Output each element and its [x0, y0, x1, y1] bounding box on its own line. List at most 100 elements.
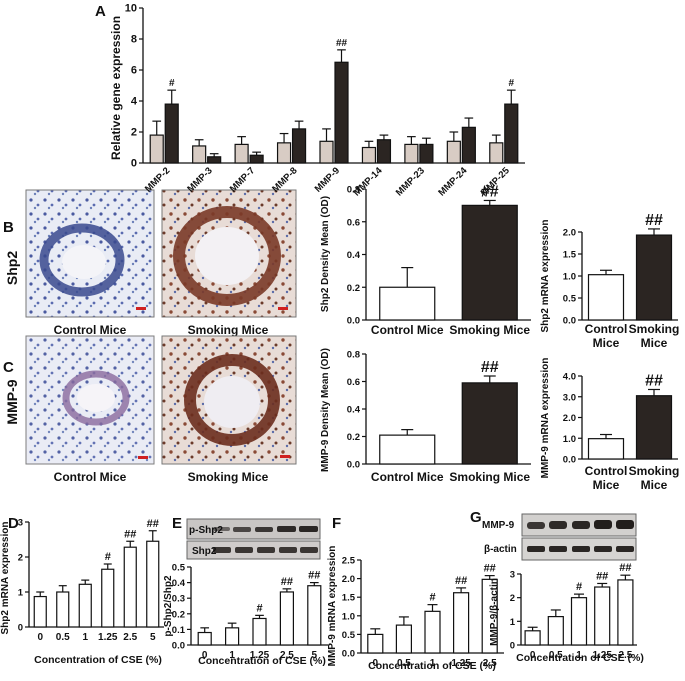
x-tick-label: 1.25 — [451, 658, 471, 669]
significance-label: # — [508, 78, 514, 89]
bar-smoking — [249, 154, 264, 164]
x-tick-label: Control Mice — [371, 470, 444, 484]
caption-smoking-mice-c: Smoking Mice — [188, 470, 269, 484]
x-axis-title: Concentration of CSE (%) — [368, 660, 496, 672]
bar — [395, 624, 412, 654]
y-tick-label: 2.5 — [342, 556, 356, 567]
bar — [33, 595, 47, 628]
y-axis-title: MMP-9 mRNA expression — [327, 546, 338, 667]
bar — [570, 597, 588, 646]
y-tick-label: 0 — [18, 623, 23, 634]
bar — [367, 633, 384, 654]
bar — [587, 274, 625, 321]
x-tick-label: 0 — [373, 658, 379, 669]
caption-smoking-mice-b: Smoking Mice — [188, 323, 269, 337]
x-tick-label: 0 — [37, 632, 43, 643]
bar-control — [149, 134, 164, 164]
y-tick-label: 1.0 — [563, 272, 576, 283]
y-tick-label: 0.0 — [172, 641, 185, 652]
y-axis-title: p-Shp2/Shp2 — [163, 575, 174, 637]
y-tick-label: 0 — [131, 158, 137, 170]
significance-label: ## — [481, 359, 499, 376]
y-tick-label: 0.0 — [347, 316, 360, 327]
y-tick-label: 0 — [510, 641, 515, 652]
x-tick-label: 1 — [229, 650, 235, 661]
y-tick-label: 1 — [510, 617, 516, 628]
bar-smoking — [504, 103, 519, 164]
y-tick-label: 0.2 — [347, 432, 360, 443]
y-tick-label: 2 — [510, 593, 515, 604]
chart-b1: 0.0 0.2 0.4 0.6 0.8 Shp2 Density Mean (OD) Con… — [320, 183, 531, 337]
blot-label-p-shp2: p-Shp2 — [189, 525, 223, 536]
y-tick-label: 6 — [131, 65, 137, 77]
chart-d: 0 1 2 3 Shp2 mRNA expression Concentration of… — [0, 518, 164, 666]
y-tick-label: 1 — [18, 588, 24, 599]
y-tick-label: 8 — [131, 34, 137, 46]
y-tick-label: 0.0 — [563, 455, 576, 466]
bar-control — [234, 143, 249, 164]
bar — [146, 540, 160, 628]
y-tick-label: 0.5 — [563, 294, 577, 305]
x-tick-label: 5 — [312, 650, 318, 661]
bar — [453, 592, 470, 654]
y-tick-label: 0.1 — [172, 625, 186, 636]
blot-label-shp2: Shp2 — [192, 546, 217, 557]
x-tick-label: 1 — [576, 650, 582, 661]
y-tick-label: 1.5 — [342, 593, 356, 604]
y-tick-label: 4 — [131, 96, 138, 108]
x-tick-label: 1.25 — [250, 650, 270, 661]
x-tick-label: 1 — [430, 658, 436, 669]
y-tick-label: 2.0 — [342, 574, 355, 585]
bar — [101, 568, 115, 628]
micrograph-control-shp2 — [25, 189, 155, 318]
significance-label: ## — [455, 575, 467, 587]
significance-label: # — [429, 592, 435, 604]
y-tick-label: 0.4 — [347, 250, 361, 261]
x-tick-label: 2.5 — [618, 650, 632, 661]
x-tick-label: Mice — [641, 478, 668, 492]
y-tick-label: 0.0 — [342, 649, 355, 660]
panel-label-a: A — [95, 3, 106, 20]
panel-label-c: C — [3, 359, 14, 376]
y-tick-label: 3 — [18, 518, 23, 529]
caption-control-mice-c: Control Mice — [54, 470, 127, 484]
y-axis-title: Shp2 mRNA expression — [0, 522, 11, 635]
x-tick-label: 2.5 — [123, 632, 137, 643]
panel-label-e: E — [172, 515, 182, 532]
y-axis-title: MMP-9/β-actin — [489, 578, 500, 646]
significance-label: # — [256, 602, 262, 614]
bar — [379, 286, 436, 321]
x-axis-title: Concentration of CSE (%) — [516, 652, 644, 664]
significance-label: ## — [596, 570, 608, 582]
y-tick-label: 1.0 — [563, 434, 576, 445]
micrograph-control-mmp9 — [25, 335, 155, 465]
bar — [279, 591, 294, 646]
bar-control — [446, 140, 461, 164]
bar-control — [192, 145, 207, 164]
bar-control — [404, 143, 419, 164]
y-axis-title: Shp2 Density Mean (OD) — [320, 196, 331, 312]
bar — [424, 610, 441, 654]
micrograph-smoking-shp2 — [161, 189, 297, 318]
panel-label-f: F — [332, 515, 341, 532]
x-tick-label: Control — [585, 322, 628, 336]
western-blot-g — [521, 513, 637, 561]
significance-label: ## — [619, 562, 631, 574]
bar — [635, 234, 673, 321]
y-tick-label: 0.2 — [347, 283, 360, 294]
western-blot-e — [186, 518, 321, 560]
bar — [225, 627, 240, 646]
x-tick-label: 0.5 — [56, 632, 70, 643]
y-tick-label: 0.2 — [172, 609, 185, 620]
y-tick-label: 0.8 — [347, 185, 360, 196]
x-tick-label: Mice — [641, 336, 668, 350]
y-tick-label: 10 — [125, 3, 137, 15]
bar-smoking — [334, 61, 349, 164]
blot-label-mmp9: MMP-9 — [482, 520, 515, 531]
significance-label: ## — [308, 570, 320, 582]
row-label-mmp9: MMP-9 — [4, 379, 20, 424]
bar — [461, 382, 518, 465]
y-tick-label: 1.5 — [563, 250, 577, 261]
bar — [197, 631, 212, 646]
y-tick-label: 0.5 — [172, 563, 186, 574]
